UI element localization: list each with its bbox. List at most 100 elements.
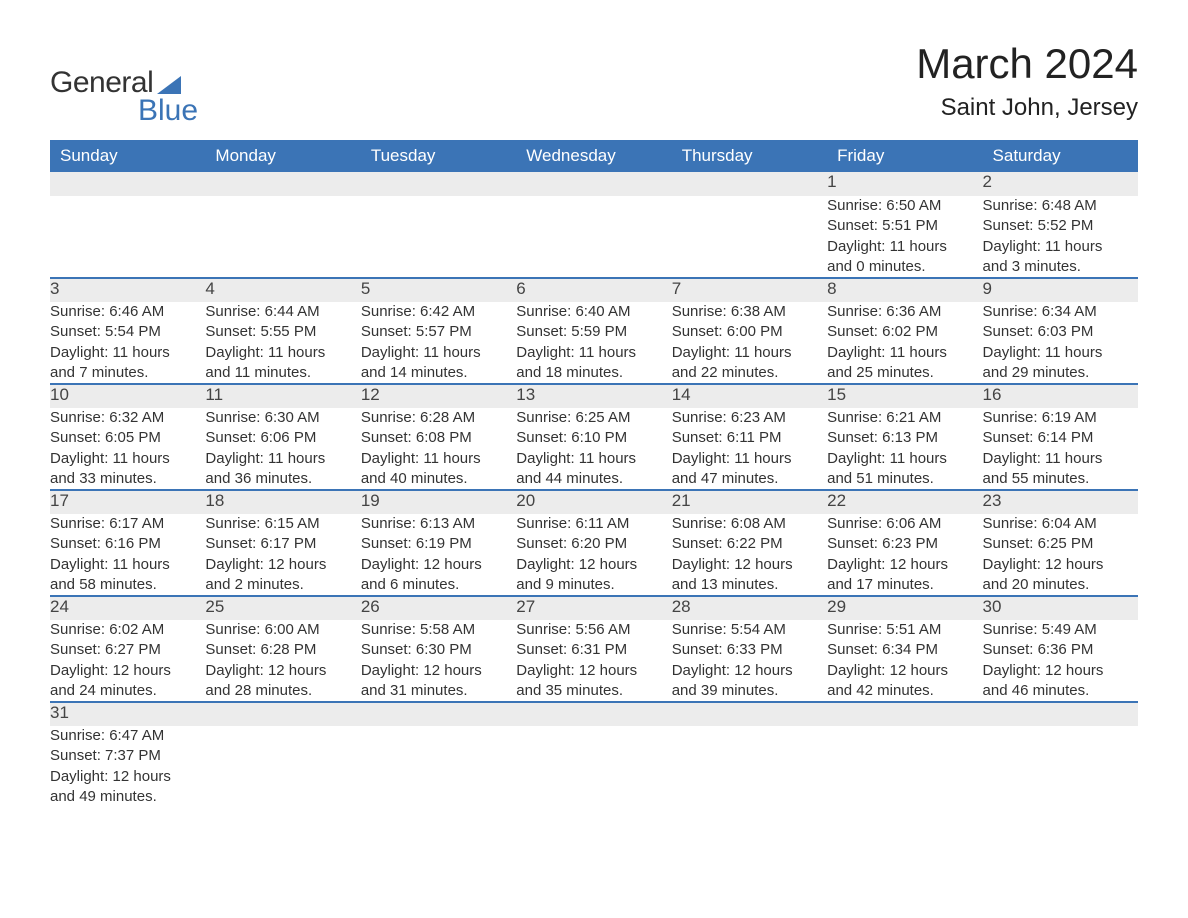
d2-text: and 46 minutes. — [983, 681, 1138, 701]
d1-text: Daylight: 11 hours — [983, 343, 1138, 363]
day-number-cell: 17 — [50, 490, 205, 514]
d1-text: Daylight: 11 hours — [983, 237, 1138, 257]
day-number-cell: 16 — [983, 384, 1138, 408]
day-number-cell — [361, 172, 516, 196]
d2-text: and 6 minutes. — [361, 575, 516, 595]
calendar-table: Sunday Monday Tuesday Wednesday Thursday… — [50, 140, 1138, 807]
day-info-cell: Sunrise: 6:38 AMSunset: 6:00 PMDaylight:… — [672, 302, 827, 384]
sunset-text: Sunset: 6:08 PM — [361, 428, 516, 448]
day-info-cell — [516, 196, 671, 278]
d1-text: Daylight: 11 hours — [516, 449, 671, 469]
sunrise-text: Sunrise: 6:04 AM — [983, 514, 1138, 534]
day-number-cell: 1 — [827, 172, 982, 196]
d1-text: Daylight: 11 hours — [672, 343, 827, 363]
d1-text: Daylight: 11 hours — [50, 449, 205, 469]
day-number-row: 10111213141516 — [50, 384, 1138, 408]
d2-text: and 3 minutes. — [983, 257, 1138, 277]
d2-text: and 0 minutes. — [827, 257, 982, 277]
sunrise-text: Sunrise: 5:58 AM — [361, 620, 516, 640]
day-number-cell: 3 — [50, 278, 205, 302]
day-info-cell: Sunrise: 6:00 AMSunset: 6:28 PMDaylight:… — [205, 620, 360, 702]
day-info-cell: Sunrise: 6:50 AMSunset: 5:51 PMDaylight:… — [827, 196, 982, 278]
sunrise-text: Sunrise: 6:19 AM — [983, 408, 1138, 428]
day-number-cell — [516, 702, 671, 726]
day-number-cell: 28 — [672, 596, 827, 620]
day-info-row: Sunrise: 6:02 AMSunset: 6:27 PMDaylight:… — [50, 620, 1138, 702]
day-info-cell: Sunrise: 6:19 AMSunset: 6:14 PMDaylight:… — [983, 408, 1138, 490]
month-title: March 2024 — [916, 40, 1138, 88]
day-number-cell: 26 — [361, 596, 516, 620]
d1-text: Daylight: 11 hours — [205, 343, 360, 363]
sunrise-text: Sunrise: 6:34 AM — [983, 302, 1138, 322]
d1-text: Daylight: 12 hours — [361, 555, 516, 575]
day-number-cell: 8 — [827, 278, 982, 302]
day-info-cell — [983, 726, 1138, 807]
day-info-cell: Sunrise: 6:47 AMSunset: 7:37 PMDaylight:… — [50, 726, 205, 807]
day-info-cell: Sunrise: 6:13 AMSunset: 6:19 PMDaylight:… — [361, 514, 516, 596]
logo-sail-icon — [157, 76, 181, 94]
day-info-cell: Sunrise: 6:15 AMSunset: 6:17 PMDaylight:… — [205, 514, 360, 596]
d1-text: Daylight: 11 hours — [361, 343, 516, 363]
d1-text: Daylight: 11 hours — [361, 449, 516, 469]
sunset-text: Sunset: 6:10 PM — [516, 428, 671, 448]
day-number-cell: 4 — [205, 278, 360, 302]
day-info-cell: Sunrise: 6:42 AMSunset: 5:57 PMDaylight:… — [361, 302, 516, 384]
day-number-cell: 15 — [827, 384, 982, 408]
d2-text: and 25 minutes. — [827, 363, 982, 383]
day-info-cell: Sunrise: 6:34 AMSunset: 6:03 PMDaylight:… — [983, 302, 1138, 384]
day-number-row: 12 — [50, 172, 1138, 196]
day-number-cell: 24 — [50, 596, 205, 620]
day-number-cell: 10 — [50, 384, 205, 408]
sunset-text: Sunset: 6:22 PM — [672, 534, 827, 554]
day-number-cell: 31 — [50, 702, 205, 726]
day-info-cell: Sunrise: 6:48 AMSunset: 5:52 PMDaylight:… — [983, 196, 1138, 278]
day-header: Friday — [827, 140, 982, 172]
d1-text: Daylight: 11 hours — [50, 555, 205, 575]
sunset-text: Sunset: 6:03 PM — [983, 322, 1138, 342]
day-header: Sunday — [50, 140, 205, 172]
day-info-cell: Sunrise: 6:25 AMSunset: 6:10 PMDaylight:… — [516, 408, 671, 490]
d2-text: and 7 minutes. — [50, 363, 205, 383]
d1-text: Daylight: 12 hours — [516, 555, 671, 575]
day-info-cell: Sunrise: 6:44 AMSunset: 5:55 PMDaylight:… — [205, 302, 360, 384]
sunrise-text: Sunrise: 6:44 AM — [205, 302, 360, 322]
d1-text: Daylight: 11 hours — [827, 343, 982, 363]
day-info-cell: Sunrise: 5:56 AMSunset: 6:31 PMDaylight:… — [516, 620, 671, 702]
sunset-text: Sunset: 6:19 PM — [361, 534, 516, 554]
sunrise-text: Sunrise: 6:48 AM — [983, 196, 1138, 216]
day-number-cell: 23 — [983, 490, 1138, 514]
d1-text: Daylight: 11 hours — [827, 237, 982, 257]
day-number-cell: 13 — [516, 384, 671, 408]
d2-text: and 49 minutes. — [50, 787, 205, 807]
sunset-text: Sunset: 5:57 PM — [361, 322, 516, 342]
sunrise-text: Sunrise: 6:50 AM — [827, 196, 982, 216]
day-number-cell: 25 — [205, 596, 360, 620]
sunrise-text: Sunrise: 6:17 AM — [50, 514, 205, 534]
d1-text: Daylight: 12 hours — [827, 661, 982, 681]
d1-text: Daylight: 11 hours — [672, 449, 827, 469]
sunrise-text: Sunrise: 5:56 AM — [516, 620, 671, 640]
sunrise-text: Sunrise: 6:15 AM — [205, 514, 360, 534]
sunset-text: Sunset: 6:00 PM — [672, 322, 827, 342]
day-info-cell: Sunrise: 6:21 AMSunset: 6:13 PMDaylight:… — [827, 408, 982, 490]
d1-text: Daylight: 12 hours — [983, 555, 1138, 575]
sunrise-text: Sunrise: 6:38 AM — [672, 302, 827, 322]
d2-text: and 36 minutes. — [205, 469, 360, 489]
sunrise-text: Sunrise: 6:25 AM — [516, 408, 671, 428]
d2-text: and 40 minutes. — [361, 469, 516, 489]
sunrise-text: Sunrise: 6:30 AM — [205, 408, 360, 428]
d2-text: and 18 minutes. — [516, 363, 671, 383]
day-number-cell: 2 — [983, 172, 1138, 196]
sunrise-text: Sunrise: 6:11 AM — [516, 514, 671, 534]
day-number-cell: 14 — [672, 384, 827, 408]
d2-text: and 11 minutes. — [205, 363, 360, 383]
day-number-cell — [672, 172, 827, 196]
sunrise-text: Sunrise: 6:00 AM — [205, 620, 360, 640]
d1-text: Daylight: 11 hours — [205, 449, 360, 469]
sunset-text: Sunset: 6:11 PM — [672, 428, 827, 448]
sunset-text: Sunset: 5:52 PM — [983, 216, 1138, 236]
day-number-cell: 21 — [672, 490, 827, 514]
sunset-text: Sunset: 6:25 PM — [983, 534, 1138, 554]
d1-text: Daylight: 11 hours — [516, 343, 671, 363]
day-info-cell: Sunrise: 6:36 AMSunset: 6:02 PMDaylight:… — [827, 302, 982, 384]
